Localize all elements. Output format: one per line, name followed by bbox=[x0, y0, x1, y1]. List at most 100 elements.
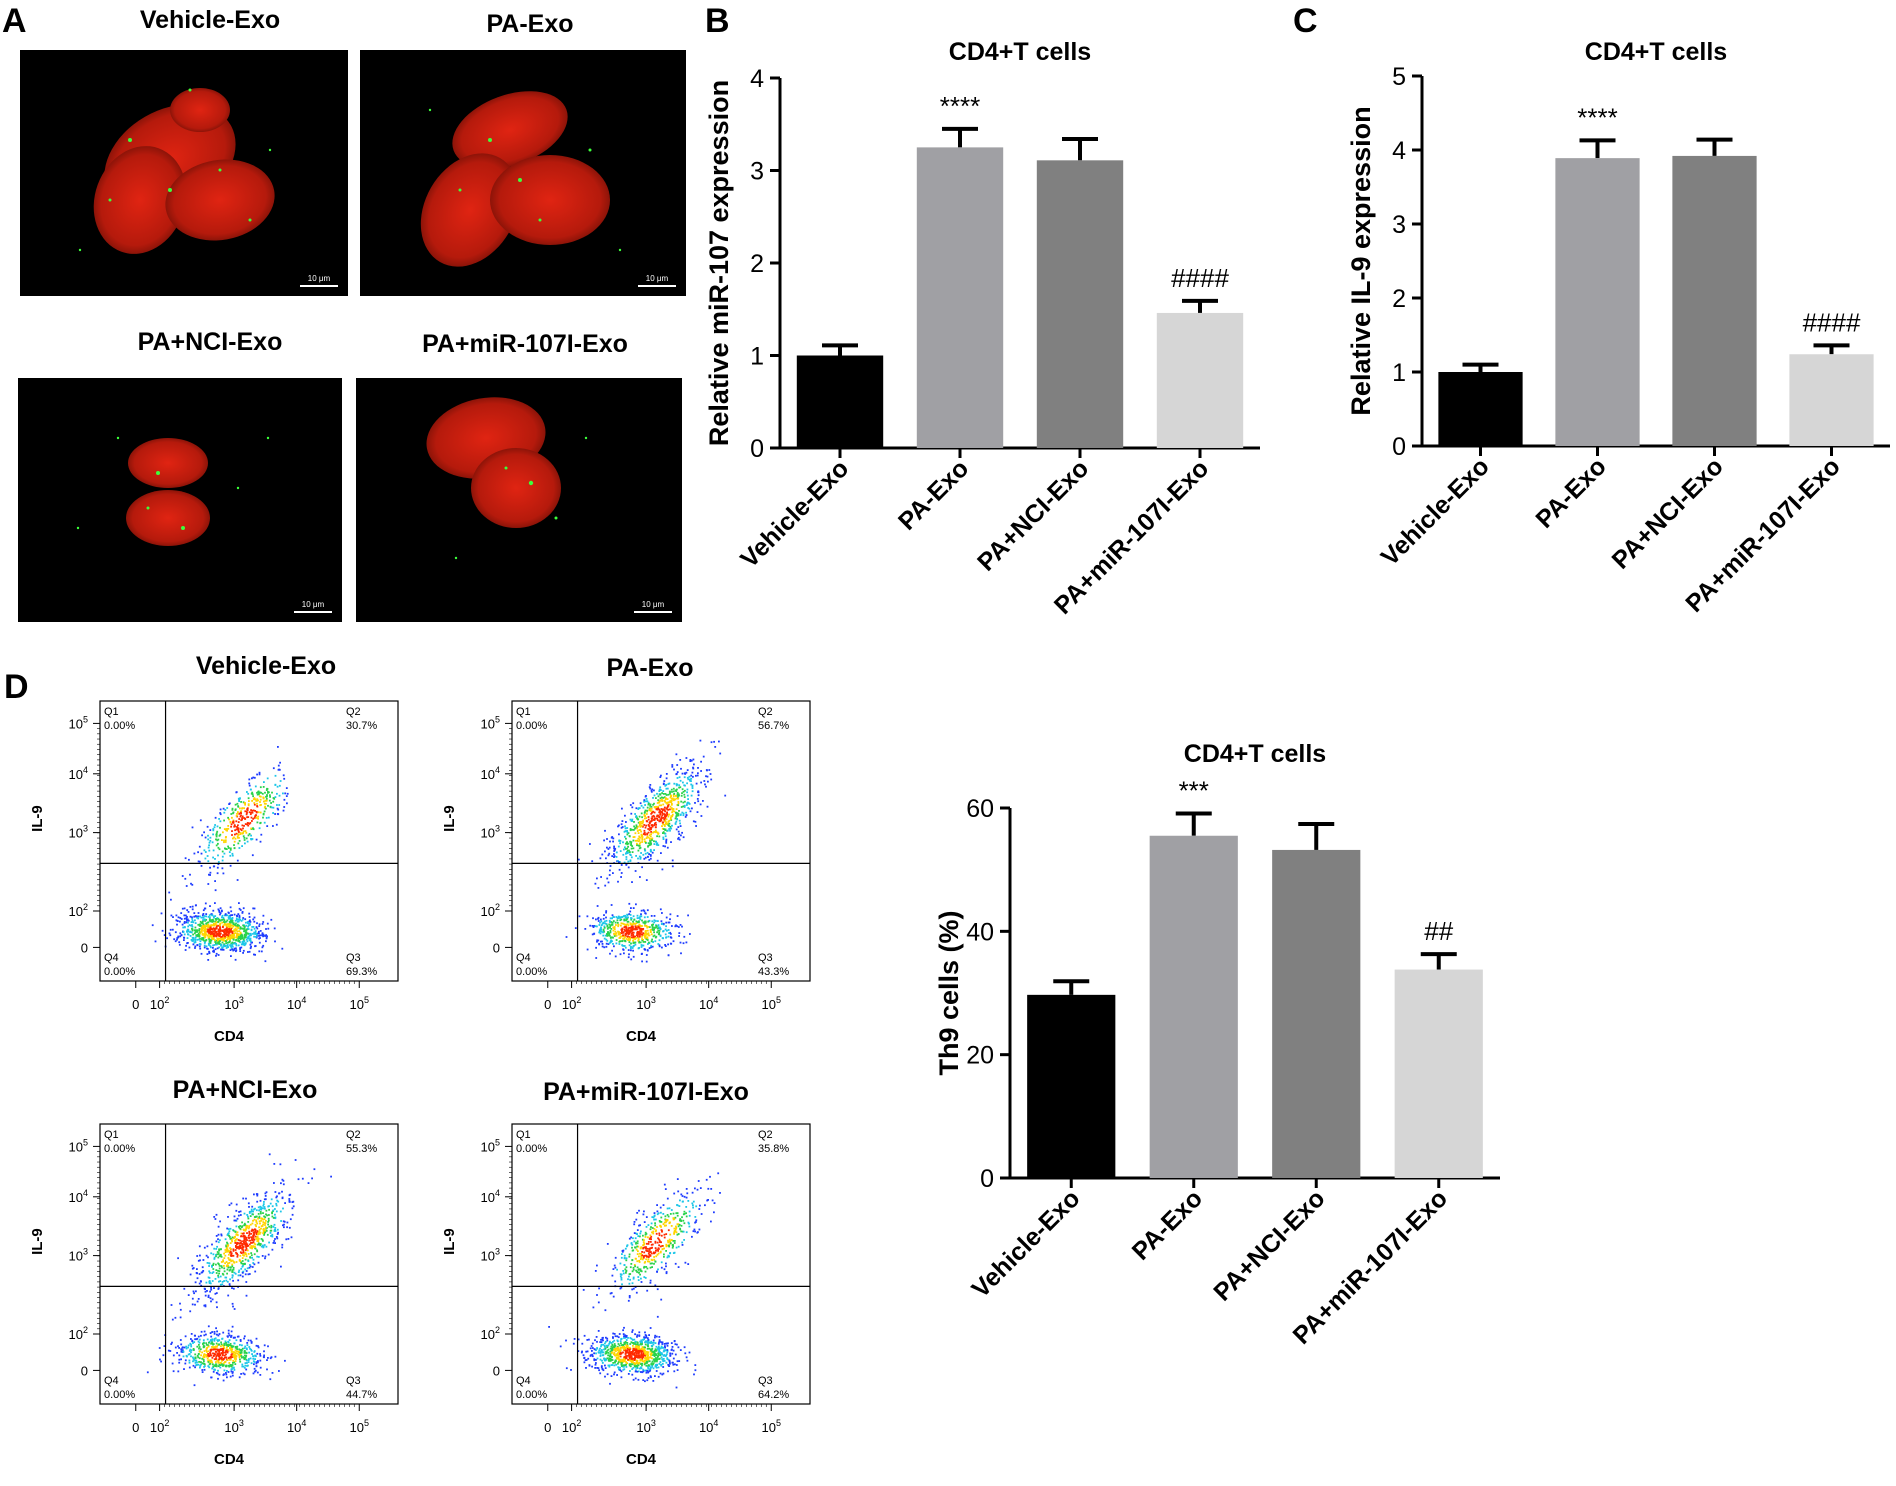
x-tick-label: PA-Exo bbox=[1530, 452, 1611, 533]
y-axis-label: Th9 cells (%) bbox=[934, 910, 964, 1075]
significance-label: *** bbox=[1179, 776, 1209, 806]
x-tick-label: 104 bbox=[699, 995, 718, 1012]
y-tick-label: 105 bbox=[69, 1137, 88, 1154]
quadrant-label: Q4 bbox=[104, 952, 119, 964]
x-tick-label: 103 bbox=[224, 995, 243, 1012]
y-tick-label: 4 bbox=[750, 65, 764, 93]
bar bbox=[1149, 835, 1238, 1178]
plot-frame bbox=[511, 700, 811, 982]
significance-label: ## bbox=[1424, 916, 1453, 946]
y-tick-label: 104 bbox=[69, 1188, 88, 1205]
x-axis-label: CD4 bbox=[626, 1451, 657, 1468]
bar bbox=[1672, 155, 1757, 447]
x-tick-label: 102 bbox=[150, 995, 169, 1012]
x-tick-label: 0 bbox=[544, 1420, 551, 1435]
chart-title: CD4+T cells bbox=[1184, 740, 1326, 768]
scale-bar-label: 10 μm bbox=[302, 600, 325, 609]
quadrant-label: Q3 bbox=[758, 952, 773, 964]
y-tick-label: 105 bbox=[69, 714, 88, 731]
scatter-points bbox=[565, 739, 727, 963]
scatter-points bbox=[146, 1153, 332, 1387]
scatter-points bbox=[548, 1172, 721, 1389]
quadrant-value: 0.00% bbox=[516, 1389, 547, 1401]
x-tick-label: 103 bbox=[224, 1418, 243, 1435]
x-tick-label: 0 bbox=[132, 997, 139, 1012]
x-tick-label: Vehicle-Exo bbox=[735, 454, 854, 573]
flow-title-vehicle: Vehicle-Exo bbox=[195, 652, 337, 680]
chart-title: CD4+T cells bbox=[1585, 38, 1727, 66]
x-tick-label: 103 bbox=[636, 995, 655, 1012]
x-tick-label: 105 bbox=[350, 1418, 369, 1435]
y-tick-label: 104 bbox=[481, 765, 500, 782]
y-axis-label: IL-9 bbox=[29, 805, 46, 832]
chart-title: CD4+T cells bbox=[949, 38, 1091, 66]
bar-chart-mir107: CD4+T cells Relative miR-107 expression 0 1… bbox=[704, 38, 1260, 620]
y-tick-label: 103 bbox=[69, 824, 88, 841]
flow-title-pa-nci: PA+NCI-Exo bbox=[172, 1076, 318, 1104]
bar bbox=[916, 147, 1004, 448]
y-tick-label: 0 bbox=[493, 940, 500, 955]
y-tick-label: 40 bbox=[966, 918, 994, 946]
significance-label: #### bbox=[1803, 307, 1861, 337]
micrograph-vehicle: 10 μm bbox=[20, 50, 348, 296]
quadrant-label: Q1 bbox=[516, 706, 531, 718]
y-tick-label: 105 bbox=[481, 714, 500, 731]
bar bbox=[1789, 354, 1874, 446]
quadrant-value: 43.3% bbox=[758, 966, 789, 978]
y-tick-label: 60 bbox=[966, 795, 994, 823]
x-axis-label: CD4 bbox=[626, 1028, 657, 1045]
scale-bar-label: 10 μm bbox=[642, 600, 665, 609]
x-tick-label: 102 bbox=[562, 995, 581, 1012]
panel-letter-a: A bbox=[2, 2, 27, 40]
y-tick-label: 0 bbox=[750, 435, 764, 463]
quadrant-label: Q3 bbox=[346, 1375, 361, 1387]
quadrant-label: Q4 bbox=[516, 952, 531, 964]
panel-letter-d: D bbox=[4, 668, 29, 706]
y-axis-label: Relative miR-107 expression bbox=[704, 80, 734, 446]
y-tick-label: 1 bbox=[750, 343, 764, 371]
quadrant-label: Q3 bbox=[758, 1375, 773, 1387]
x-tick-label: 105 bbox=[762, 1418, 781, 1435]
x-tick-label: PA+NCI-Exo bbox=[1208, 1184, 1330, 1306]
bar bbox=[1036, 160, 1124, 448]
quadrant-value: 69.3% bbox=[346, 966, 377, 978]
y-axis-label: IL-9 bbox=[441, 805, 458, 832]
x-tick-label: PA+NCI-Exo bbox=[1607, 452, 1729, 574]
x-tick-label: 104 bbox=[287, 1418, 306, 1435]
quadrant-label: Q2 bbox=[346, 1129, 361, 1141]
quadrant-value: 0.00% bbox=[516, 966, 547, 978]
quadrant-value: 44.7% bbox=[346, 1389, 377, 1401]
y-tick-label: 103 bbox=[481, 824, 500, 841]
y-tick-label: 4 bbox=[1392, 137, 1406, 165]
y-tick-label: 2 bbox=[1392, 285, 1406, 313]
quadrant-label: Q1 bbox=[516, 1129, 531, 1141]
x-tick-label: 0 bbox=[132, 1420, 139, 1435]
panel-letter-b: B bbox=[705, 2, 730, 40]
y-tick-label: 20 bbox=[966, 1042, 994, 1070]
x-axis-label: CD4 bbox=[214, 1451, 245, 1468]
quadrant-label: Q1 bbox=[104, 706, 119, 718]
micro-title-vehicle: Vehicle-Exo bbox=[139, 6, 281, 34]
quadrant-value: 0.00% bbox=[104, 1143, 135, 1155]
y-tick-label: 102 bbox=[481, 902, 500, 919]
y-tick-label: 103 bbox=[481, 1247, 500, 1264]
x-tick-label: 104 bbox=[287, 995, 306, 1012]
y-axis-label: IL-9 bbox=[29, 1228, 46, 1255]
x-tick-label: 102 bbox=[150, 1418, 169, 1435]
x-tick-label: 104 bbox=[699, 1418, 718, 1435]
quadrant-value: 0.00% bbox=[516, 720, 547, 732]
x-tick-label: Vehicle-Exo bbox=[1376, 452, 1495, 571]
y-tick-label: 104 bbox=[69, 765, 88, 782]
y-tick-label: 102 bbox=[69, 1325, 88, 1342]
y-tick-label: 0 bbox=[1392, 433, 1406, 461]
quadrant-value: 30.7% bbox=[346, 720, 377, 732]
x-tick-label: 102 bbox=[562, 1418, 581, 1435]
y-tick-label: 5 bbox=[1392, 63, 1406, 91]
y-tick-label: 105 bbox=[481, 1137, 500, 1154]
scatter-points bbox=[151, 746, 289, 963]
quadrant-value: 0.00% bbox=[104, 1389, 135, 1401]
micrograph-pa: 10 μm bbox=[360, 50, 686, 296]
x-tick-label: 103 bbox=[636, 1418, 655, 1435]
bar-chart-il9: CD4+T cells Relative IL-9 expression 0 1 2 3 4… bbox=[1346, 38, 1890, 618]
scale-bar-label: 10 μm bbox=[308, 274, 331, 283]
